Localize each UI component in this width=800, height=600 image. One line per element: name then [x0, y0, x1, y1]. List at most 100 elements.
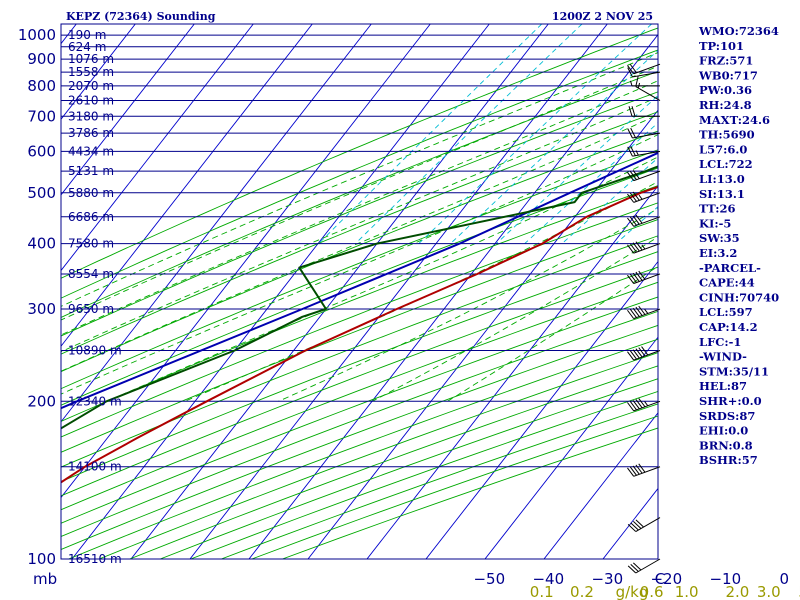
moist-adiabat: [61, 80, 658, 336]
wind-barb: [627, 191, 661, 203]
barb-flag: [635, 76, 639, 87]
mixing-ratio-line: [418, 24, 652, 244]
moist-adiabat: [61, 114, 658, 372]
isotherm-line: [61, 24, 372, 423]
sounding-time: 1200Z 2 NOV 25: [552, 10, 653, 23]
index-line: EHI:0.0: [699, 424, 748, 438]
isotherm-line: [543, 412, 658, 559]
height-label: 16510 m: [68, 552, 122, 566]
barb-staff: [632, 150, 661, 157]
plot-frame: [60, 23, 659, 560]
barb-staff: [632, 71, 661, 78]
mixing-ratio-label: 3.0: [757, 583, 781, 600]
mixing-ratio-label: 2.0: [725, 583, 749, 600]
mixing-ratio-label: 5.0: [798, 583, 800, 600]
height-label: 5880 m: [68, 186, 114, 200]
temperature-tick-label: 0: [780, 570, 790, 588]
profiles: [61, 151, 658, 484]
barb-flag: [627, 309, 635, 319]
barb-flag: [632, 400, 640, 410]
barb-flag: [632, 215, 640, 225]
barb-staff: [635, 517, 661, 532]
mixing-ratio-unit: g/kg: [616, 583, 649, 600]
wind-barb: [627, 241, 661, 254]
moist-adiabat: [61, 65, 658, 321]
barb-flag: [627, 244, 635, 254]
pressure-tick-label: 200: [27, 392, 56, 410]
barb-staff: [633, 243, 661, 254]
isotherm-line: [61, 24, 313, 347]
pressure-tick-label: 700: [27, 107, 56, 125]
parcel-trace: [61, 151, 658, 410]
barb-flag: [629, 243, 637, 253]
index-line: LCL:597: [699, 305, 753, 319]
barb-flag: [638, 463, 646, 473]
mixing-ratio-label: 0.1: [530, 583, 554, 600]
barb-flag: [629, 401, 637, 411]
isotherm-line: [130, 24, 549, 559]
barb-flag: [638, 398, 646, 408]
dry-adiabat: [61, 149, 658, 390]
isotherm-line: [484, 336, 658, 559]
index-line: BSHR:57: [699, 453, 758, 467]
moist-adiabat: [61, 96, 658, 353]
barb-half-flag: [630, 80, 633, 87]
moist-adiabat: [61, 134, 658, 395]
moist-adiabat: [278, 207, 658, 402]
barb-staff: [633, 273, 661, 285]
barb-flag: [627, 402, 635, 412]
height-label: 624 m: [68, 40, 106, 54]
barb-flag: [632, 242, 640, 252]
isotherm-line: [0, 24, 17, 571]
wind-barb: [627, 146, 661, 157]
barb-half-flag: [637, 82, 641, 89]
dry-adiabat: [68, 338, 658, 559]
barb-flag: [635, 519, 644, 528]
temperature-tick-label: −40: [532, 570, 564, 588]
barb-staff: [633, 350, 661, 361]
barb-staff: [633, 170, 661, 182]
dry-adiabat: [61, 49, 658, 299]
height-label: 2070 m: [68, 79, 114, 93]
dry-adiabat: [61, 185, 658, 422]
pressure-lines: [61, 34, 658, 560]
index-line: TP:101: [699, 39, 744, 53]
index-line: LFC:-1: [699, 335, 741, 349]
height-label: 8554 m: [68, 267, 114, 281]
isotherm-line: [189, 24, 608, 559]
isotherm-line: [61, 24, 431, 499]
temperature-tick-label: −30: [591, 570, 623, 588]
barb-flag: [632, 191, 640, 201]
isotherm-line: [61, 24, 195, 196]
dry-adiabat: [61, 296, 658, 524]
barb-half-flag: [644, 401, 649, 407]
height-label: 9650 m: [68, 302, 114, 316]
dry-adiabat: [61, 266, 658, 497]
index-line: SRDS:87: [699, 409, 755, 423]
barb-staff: [633, 216, 661, 227]
barb-half-flag: [635, 150, 639, 156]
barb-flag: [627, 128, 633, 139]
index-line: KI:-5: [699, 216, 731, 230]
barb-flag: [627, 146, 633, 157]
height-label: 1558 m: [68, 65, 114, 79]
height-label: 5131 m: [68, 164, 114, 178]
mixing-ratio-label: 0.2: [570, 583, 594, 600]
barb-flag: [635, 241, 643, 251]
isotherm-line: [248, 33, 658, 559]
index-line: TH:5690: [699, 128, 755, 142]
index-line: HEL:87: [699, 379, 747, 393]
wind-barb: [627, 558, 661, 574]
height-label: 3180 m: [68, 109, 114, 123]
barb-flag: [630, 563, 639, 572]
barb-flag: [630, 127, 636, 138]
barb-flag: [629, 273, 637, 283]
barb-half-flag: [638, 194, 643, 200]
temperature-tick-label: −50: [473, 570, 505, 588]
wind-barb: [628, 106, 660, 117]
height-label: 7580 m: [68, 237, 114, 251]
barb-flag: [629, 192, 637, 202]
wind-barb: [627, 398, 661, 412]
axis-labels: 100 16510 m 14100 m 200 12340 m 10890 m 300 965…: [18, 26, 800, 600]
barb-half-flag: [644, 308, 649, 314]
